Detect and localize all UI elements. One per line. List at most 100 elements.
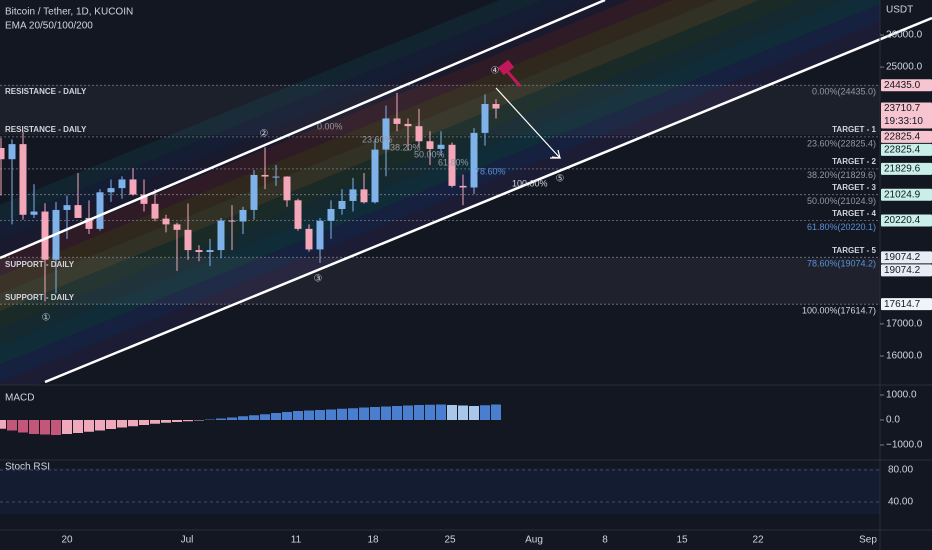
- macd-tick-label: 0.0: [886, 415, 900, 426]
- price-tick-label: 26000.0: [886, 30, 923, 41]
- macd-bar: [205, 419, 215, 420]
- macd-bar: [414, 405, 424, 420]
- candle-body: [404, 123, 412, 127]
- price-box-label: 20220.4: [884, 215, 921, 226]
- fib-label: 78.60%(19074.2): [807, 259, 876, 269]
- date-label: 22: [752, 535, 764, 546]
- candle-body: [184, 229, 192, 251]
- candle-body: [41, 211, 49, 260]
- macd-bar: [18, 420, 28, 433]
- target-label: TARGET - 5: [832, 246, 876, 255]
- indicator-title[interactable]: EMA 20/50/100/200: [5, 21, 93, 32]
- price-box-label: 23710.7: [884, 103, 921, 114]
- resistance-zone: [0, 85, 880, 135]
- level-zones: [0, 85, 880, 304]
- channel-band: [0, 21, 880, 385]
- wave-label: ②: [260, 129, 269, 140]
- macd-bar: [172, 420, 182, 422]
- price-box: [881, 298, 932, 311]
- macd-bar: [458, 405, 468, 420]
- price-box: [881, 264, 932, 277]
- candle-body: [8, 144, 16, 160]
- symbol-title[interactable]: Bitcoin / Tether, 1D, KUCOIN: [5, 7, 133, 18]
- fib-inner: 61.80%: [438, 157, 469, 167]
- arrow-head: [551, 149, 561, 159]
- target-label: TARGET - 4: [832, 209, 876, 218]
- fib-label: 50.00%(21024.9): [807, 196, 876, 206]
- candle-body: [0, 147, 5, 160]
- date-label: 8: [602, 535, 608, 546]
- macd-bar: [183, 420, 193, 422]
- channel-band: [0, 0, 543, 223]
- date-label: 25: [444, 535, 456, 546]
- resistance-label: RESISTANCE - DAILY: [5, 87, 87, 96]
- price-box: [881, 79, 932, 92]
- date-label: 15: [676, 535, 688, 546]
- candle-body: [283, 176, 291, 201]
- price-box-label: 17614.7: [884, 299, 921, 310]
- candle-body: [206, 250, 214, 252]
- candle-body: [239, 209, 247, 222]
- date-axis: 20 Jul 11 18 25 Aug 8 15 22 Sep: [61, 535, 877, 546]
- macd-bar: [40, 420, 50, 435]
- support-label: SUPPORT - DAILY: [5, 293, 75, 302]
- date-label: Sep: [859, 535, 877, 546]
- date-label: Aug: [525, 535, 543, 546]
- fib-label: 0.00%(24435.0): [812, 87, 876, 97]
- wave-label: ①: [42, 313, 51, 324]
- macd-bar: [381, 406, 391, 420]
- price-box: [881, 102, 932, 129]
- stoch-band: [0, 468, 880, 514]
- candle-body: [129, 179, 137, 195]
- channel-lower: [44, 16, 932, 384]
- macd-bar: [436, 404, 446, 420]
- channel-lines: [0, 0, 932, 384]
- macd-bar: [128, 420, 138, 427]
- macd-bar: [249, 415, 259, 420]
- macd-bar: [161, 420, 171, 423]
- macd-bar: [304, 410, 314, 420]
- macd-bar: [117, 420, 127, 428]
- candle-body: [338, 200, 346, 209]
- fib-label: 23.60%(22825.4): [807, 138, 876, 148]
- macd-bar: [0, 420, 6, 429]
- macd-bar: [425, 404, 435, 420]
- date-label: 11: [291, 535, 302, 546]
- price-tick-label: 17000.0: [886, 319, 923, 330]
- candle-body: [481, 104, 489, 133]
- channel-upper: [0, 0, 606, 260]
- macd-bar: [194, 420, 204, 421]
- candle-body: [415, 126, 423, 142]
- price-box-label: 22825.4: [884, 145, 921, 156]
- fib-inner: 23.60%: [362, 134, 393, 144]
- price-box-label: 19074.2: [884, 265, 921, 276]
- candle-body: [294, 200, 302, 229]
- candle-body: [162, 218, 170, 225]
- candle-body: [228, 220, 236, 222]
- stoch-title[interactable]: Stoch RSI: [5, 462, 50, 473]
- candle-body: [492, 104, 500, 109]
- channel-band: [0, 3, 880, 383]
- candle-body: [448, 144, 456, 186]
- candles: [0, 92, 500, 302]
- macd-title[interactable]: MACD: [5, 393, 34, 404]
- macd-bar: [62, 420, 72, 434]
- price-tick-label: 25000.0: [886, 62, 923, 73]
- candle-body: [250, 174, 258, 210]
- price-axis: 26000.0 25000.0 17000.0 16000.0 24435.0 23710…: [880, 30, 932, 362]
- macd-bar: [95, 420, 105, 431]
- macd-bar: [260, 414, 270, 420]
- price-box-label: 21024.9: [884, 189, 921, 200]
- macd-bar: [282, 412, 292, 420]
- wave-labels: ① ② ③ ④ ⑤: [42, 66, 565, 324]
- macd-bar: [293, 411, 303, 420]
- fib-label: 61.80%(20220.1): [807, 222, 876, 232]
- macd-bar: [348, 408, 358, 420]
- channel-band: [0, 0, 846, 347]
- currency: USDT: [886, 5, 913, 16]
- fib-label: 100.00%(17614.7): [802, 306, 876, 316]
- date-label: Jul: [181, 535, 194, 546]
- wave-label: ⑤: [556, 174, 565, 185]
- candle-body: [393, 118, 401, 124]
- channel-band: [0, 0, 760, 312]
